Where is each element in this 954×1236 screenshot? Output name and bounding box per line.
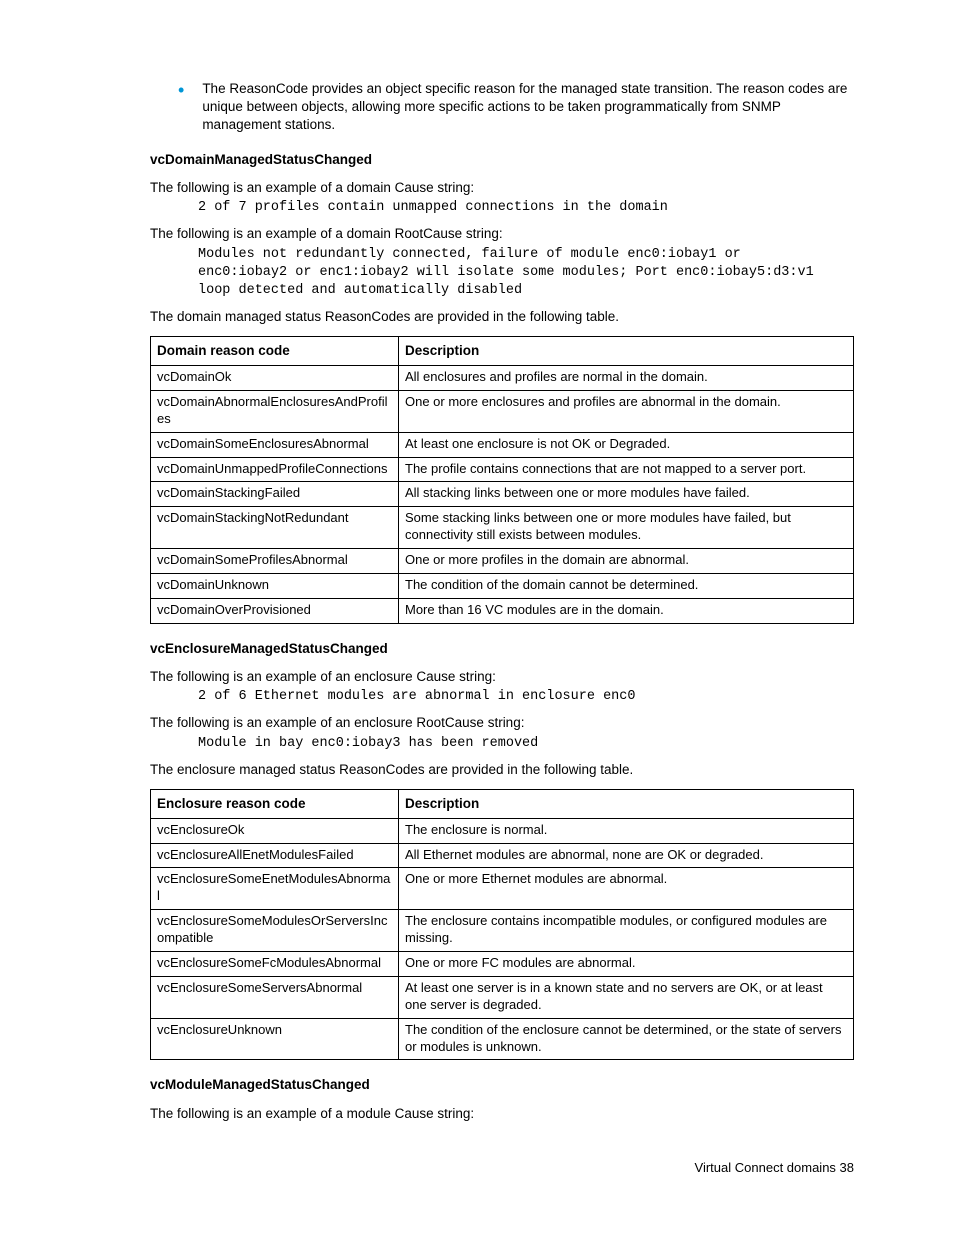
reason-code-cell: vcDomainOk (151, 365, 399, 390)
domain-table-intro: The domain managed status ReasonCodes ar… (150, 308, 854, 326)
description-cell: The condition of the enclosure cannot be… (399, 1018, 854, 1060)
reason-code-cell: vcEnclosureSomeEnetModulesAbnormal (151, 868, 399, 910)
reason-code-cell: vcEnclosureUnknown (151, 1018, 399, 1060)
reason-code-cell: vcEnclosureSomeModulesOrServersIncompati… (151, 910, 399, 952)
enclosure-cause-code: 2 of 6 Ethernet modules are abnormal in … (198, 688, 854, 706)
description-cell: The enclosure contains incompatible modu… (399, 910, 854, 952)
domain-heading: vcDomainManagedStatusChanged (150, 151, 854, 169)
reason-code-cell: vcDomainSomeProfilesAbnormal (151, 549, 399, 574)
reason-code-cell: vcDomainStackingFailed (151, 482, 399, 507)
description-cell: One or more FC modules are abnormal. (399, 951, 854, 976)
enclosure-col2-header: Description (399, 790, 854, 819)
reason-code-cell: vcEnclosureAllEnetModulesFailed (151, 843, 399, 868)
description-cell: At least one server is in a known state … (399, 976, 854, 1018)
table-header-row: Domain reason code Description (151, 337, 854, 366)
table-row: vcDomainOkAll enclosures and profiles ar… (151, 365, 854, 390)
domain-root-code: Modules not redundantly connected, failu… (198, 246, 854, 301)
module-heading: vcModuleManagedStatusChanged (150, 1076, 854, 1094)
description-cell: All stacking links between one or more m… (399, 482, 854, 507)
domain-root-intro: The following is an example of a domain … (150, 225, 854, 243)
table-row: vcEnclosureOkThe enclosure is normal. (151, 818, 854, 843)
reason-code-cell: vcDomainOverProvisioned (151, 598, 399, 623)
enclosure-col1-header: Enclosure reason code (151, 790, 399, 819)
description-cell: All Ethernet modules are abnormal, none … (399, 843, 854, 868)
description-cell: One or more profiles in the domain are a… (399, 549, 854, 574)
description-cell: More than 16 VC modules are in the domai… (399, 598, 854, 623)
reason-code-cell: vcDomainAbnormalEnclosuresAndProfiles (151, 390, 399, 432)
description-cell: Some stacking links between one or more … (399, 507, 854, 549)
domain-col1-header: Domain reason code (151, 337, 399, 366)
enclosure-root-intro: The following is an example of an enclos… (150, 714, 854, 732)
module-cause-intro: The following is an example of a module … (150, 1105, 854, 1123)
reason-code-cell: vcEnclosureOk (151, 818, 399, 843)
table-row: vcDomainOverProvisionedMore than 16 VC m… (151, 598, 854, 623)
table-row: vcEnclosureSomeModulesOrServersIncompati… (151, 910, 854, 952)
bullet-item: • The ReasonCode provides an object spec… (150, 80, 854, 135)
reason-code-cell: vcEnclosureSomeFcModulesAbnormal (151, 951, 399, 976)
table-header-row: Enclosure reason code Description (151, 790, 854, 819)
table-row: vcEnclosureSomeServersAbnormalAt least o… (151, 976, 854, 1018)
reason-code-cell: vcDomainUnknown (151, 573, 399, 598)
reason-code-cell: vcEnclosureSomeServersAbnormal (151, 976, 399, 1018)
page-footer: Virtual Connect domains 38 (150, 1159, 854, 1177)
table-row: vcDomainSomeEnclosuresAbnormalAt least o… (151, 432, 854, 457)
domain-col2-header: Description (399, 337, 854, 366)
enclosure-table: Enclosure reason code Description vcEncl… (150, 789, 854, 1060)
reason-code-cell: vcDomainUnmappedProfileConnections (151, 457, 399, 482)
table-row: vcEnclosureSomeEnetModulesAbnormalOne or… (151, 868, 854, 910)
table-row: vcEnclosureSomeFcModulesAbnormalOne or m… (151, 951, 854, 976)
reason-code-cell: vcDomainStackingNotRedundant (151, 507, 399, 549)
enclosure-root-code: Module in bay enc0:iobay3 has been remov… (198, 735, 854, 753)
description-cell: The profile contains connections that ar… (399, 457, 854, 482)
table-row: vcDomainStackingNotRedundantSome stackin… (151, 507, 854, 549)
bullet-icon: • (178, 81, 184, 135)
description-cell: At least one enclosure is not OK or Degr… (399, 432, 854, 457)
description-cell: The condition of the domain cannot be de… (399, 573, 854, 598)
description-cell: One or more enclosures and profiles are … (399, 390, 854, 432)
enclosure-heading: vcEnclosureManagedStatusChanged (150, 640, 854, 658)
reason-code-cell: vcDomainSomeEnclosuresAbnormal (151, 432, 399, 457)
table-row: vcEnclosureUnknownThe condition of the e… (151, 1018, 854, 1060)
domain-table: Domain reason code Description vcDomainO… (150, 336, 854, 623)
table-row: vcEnclosureAllEnetModulesFailedAll Ether… (151, 843, 854, 868)
table-row: vcDomainUnmappedProfileConnectionsThe pr… (151, 457, 854, 482)
domain-cause-intro: The following is an example of a domain … (150, 179, 854, 197)
enclosure-cause-intro: The following is an example of an enclos… (150, 668, 854, 686)
table-row: vcDomainAbnormalEnclosuresAndProfilesOne… (151, 390, 854, 432)
domain-cause-code: 2 of 7 profiles contain unmapped connect… (198, 199, 854, 217)
description-cell: One or more Ethernet modules are abnorma… (399, 868, 854, 910)
table-row: vcDomainUnknownThe condition of the doma… (151, 573, 854, 598)
bullet-text: The ReasonCode provides an object specif… (202, 80, 854, 135)
description-cell: The enclosure is normal. (399, 818, 854, 843)
enclosure-table-intro: The enclosure managed status ReasonCodes… (150, 761, 854, 779)
table-row: vcDomainSomeProfilesAbnormalOne or more … (151, 549, 854, 574)
table-row: vcDomainStackingFailedAll stacking links… (151, 482, 854, 507)
description-cell: All enclosures and profiles are normal i… (399, 365, 854, 390)
